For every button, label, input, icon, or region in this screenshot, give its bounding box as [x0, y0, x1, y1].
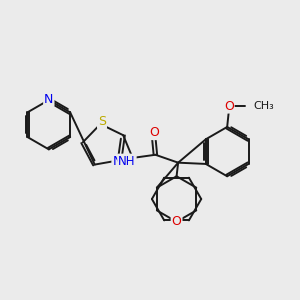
Text: O: O: [224, 100, 234, 112]
Text: CH₃: CH₃: [253, 101, 274, 111]
Text: S: S: [98, 115, 106, 128]
Text: O: O: [149, 126, 159, 139]
Text: N: N: [44, 93, 53, 106]
Text: N: N: [112, 155, 122, 168]
Text: NH: NH: [118, 154, 136, 168]
Text: O: O: [172, 215, 182, 228]
